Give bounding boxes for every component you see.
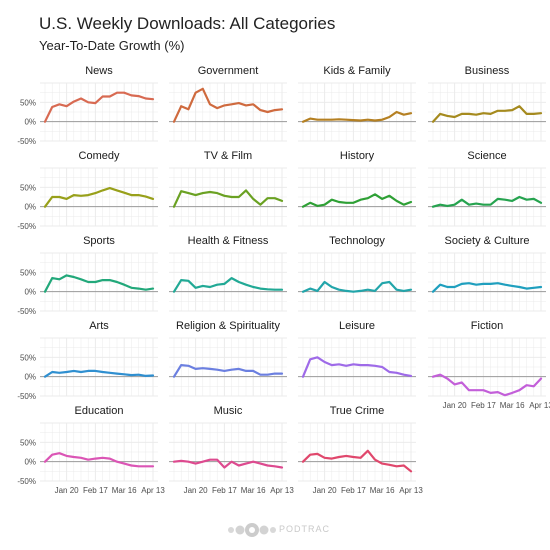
x-tick-label: Apr 13 [141, 486, 165, 495]
series-line [43, 452, 155, 468]
x-tick-label: Jan 20 [443, 401, 468, 410]
facet-panel-17: Music Jan 20 Feb 17 Mar 16 Apr 13 [169, 405, 294, 495]
x-tick-label: Feb 17 [83, 486, 108, 495]
y-tick-label: 0% [24, 288, 36, 297]
x-tick-label: Jan 20 [313, 486, 338, 495]
x-tick-label: Apr 13 [270, 486, 294, 495]
panel-title: TV & Film [204, 150, 252, 162]
y-tick-label: -50% [17, 137, 36, 146]
series-line [43, 187, 155, 208]
series-line [301, 356, 413, 378]
facet-panel-13: Religion & Spirituality [169, 320, 287, 397]
x-tick-label: Jan 20 [55, 486, 80, 495]
series-line [172, 87, 284, 123]
x-tick-label: Mar 16 [112, 486, 137, 495]
panel-title: Religion & Spirituality [176, 320, 280, 332]
panel-title: Health & Fitness [188, 235, 269, 247]
y-tick-label: 50% [20, 353, 36, 362]
facet-panel-14: Leisure [298, 320, 416, 397]
x-tick-label: Mar 16 [370, 486, 395, 495]
facet-panel-4: Comedy 50% 0% -50% [17, 150, 158, 231]
panel-title: Society & Culture [445, 235, 530, 247]
x-tick-label: Feb 17 [212, 486, 237, 495]
panel-title: Kids & Family [323, 65, 391, 77]
y-tick-label: -50% [17, 222, 36, 231]
panel-title: True Crime [330, 405, 385, 417]
y-tick-label: 50% [20, 98, 36, 107]
y-tick-label: 0% [24, 203, 36, 212]
facet-panel-1: Government [169, 65, 287, 142]
panel-title: Arts [89, 320, 109, 332]
series-line [43, 91, 155, 123]
series-line [301, 193, 413, 208]
facet-panel-0: News 50% 0% -50% [17, 65, 158, 146]
y-tick-label: -50% [17, 307, 36, 316]
facet-panel-16: Education 50% 0% -50% Jan 20 Feb 17 Mar 16 Apr … [17, 405, 165, 495]
series-line [43, 369, 155, 378]
panel-title: History [340, 150, 375, 162]
series-line [431, 195, 543, 208]
x-tick-label: Feb 17 [341, 486, 366, 495]
panel-title: Technology [329, 235, 385, 247]
series-line [431, 105, 543, 123]
series-line [301, 449, 413, 473]
x-tick-label: Jan 20 [184, 486, 209, 495]
x-tick-label: Feb 17 [471, 401, 496, 410]
facet-panel-18: True Crime Jan 20 Feb 17 Mar 16 Apr 13 [298, 405, 423, 495]
panel-title: Comedy [79, 150, 120, 162]
series-line [172, 189, 284, 208]
panel-title: Leisure [339, 320, 375, 332]
panel-title: Business [465, 65, 510, 77]
y-tick-label: 0% [24, 118, 36, 127]
y-tick-label: 50% [20, 268, 36, 277]
facet-panel-8: Sports 50% 0% -50% [17, 235, 158, 316]
y-tick-label: -50% [17, 392, 36, 401]
x-tick-label: Apr 13 [529, 401, 550, 410]
chart-title: U.S. Weekly Downloads: All Categories [39, 14, 336, 33]
series-line [431, 373, 543, 397]
y-tick-label: -50% [17, 477, 36, 486]
panel-title: Education [75, 405, 124, 417]
facet-panel-3: Business [428, 65, 546, 142]
facet-panel-6: History [298, 150, 416, 227]
facet-panel-11: Society & Culture [428, 235, 546, 312]
x-tick-label: Mar 16 [241, 486, 266, 495]
logo-mark-icon [228, 523, 276, 537]
y-tick-label: 50% [20, 438, 36, 447]
series-line [172, 364, 284, 378]
panel-title: Sports [83, 235, 115, 247]
panel-title: Fiction [471, 320, 503, 332]
series-line [301, 280, 413, 293]
chart-subtitle: Year-To-Date Growth (%) [39, 38, 185, 53]
series-line [43, 274, 155, 293]
x-tick-label: Apr 13 [399, 486, 423, 495]
panel-title: Science [467, 150, 506, 162]
facet-panel-2: Kids & Family [298, 65, 416, 142]
series-line [301, 110, 413, 123]
facet-panel-9: Health & Fitness [169, 235, 287, 312]
series-line [172, 458, 284, 469]
facet-panel-12: Arts 50% 0% -50% [17, 320, 158, 401]
podtrac-logo: PODTRAC [225, 520, 329, 540]
y-tick-label: 0% [24, 373, 36, 382]
logo-text: PODTRAC [279, 524, 331, 534]
panel-title: News [85, 65, 113, 77]
y-tick-label: 50% [20, 183, 36, 192]
series-line [431, 282, 543, 293]
panel-title: Government [198, 65, 259, 77]
x-tick-label: Mar 16 [500, 401, 525, 410]
series-line [172, 277, 284, 293]
facet-panel-7: Science [428, 150, 546, 227]
facet-panel-10: Technology [298, 235, 416, 312]
panel-title: Music [214, 405, 243, 417]
y-tick-label: 0% [24, 458, 36, 467]
facet-panel-5: TV & Film [169, 150, 287, 227]
